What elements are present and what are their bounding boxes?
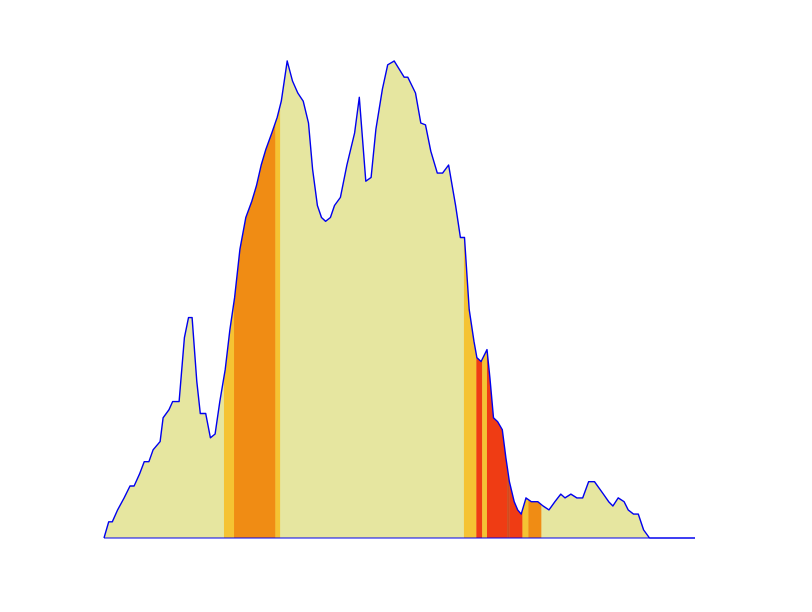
highlight-band (223, 61, 235, 538)
highlight-band (509, 61, 523, 538)
highlight-band (522, 61, 529, 538)
highlight-band (234, 61, 276, 538)
series-line (103, 60, 695, 539)
highlight-band (482, 61, 487, 538)
highlight-band (476, 61, 483, 538)
highlight-band (275, 61, 281, 538)
highlight-band (463, 61, 477, 538)
highlight-band (486, 61, 508, 538)
area-fill (104, 61, 695, 538)
highlight-band (528, 61, 542, 538)
